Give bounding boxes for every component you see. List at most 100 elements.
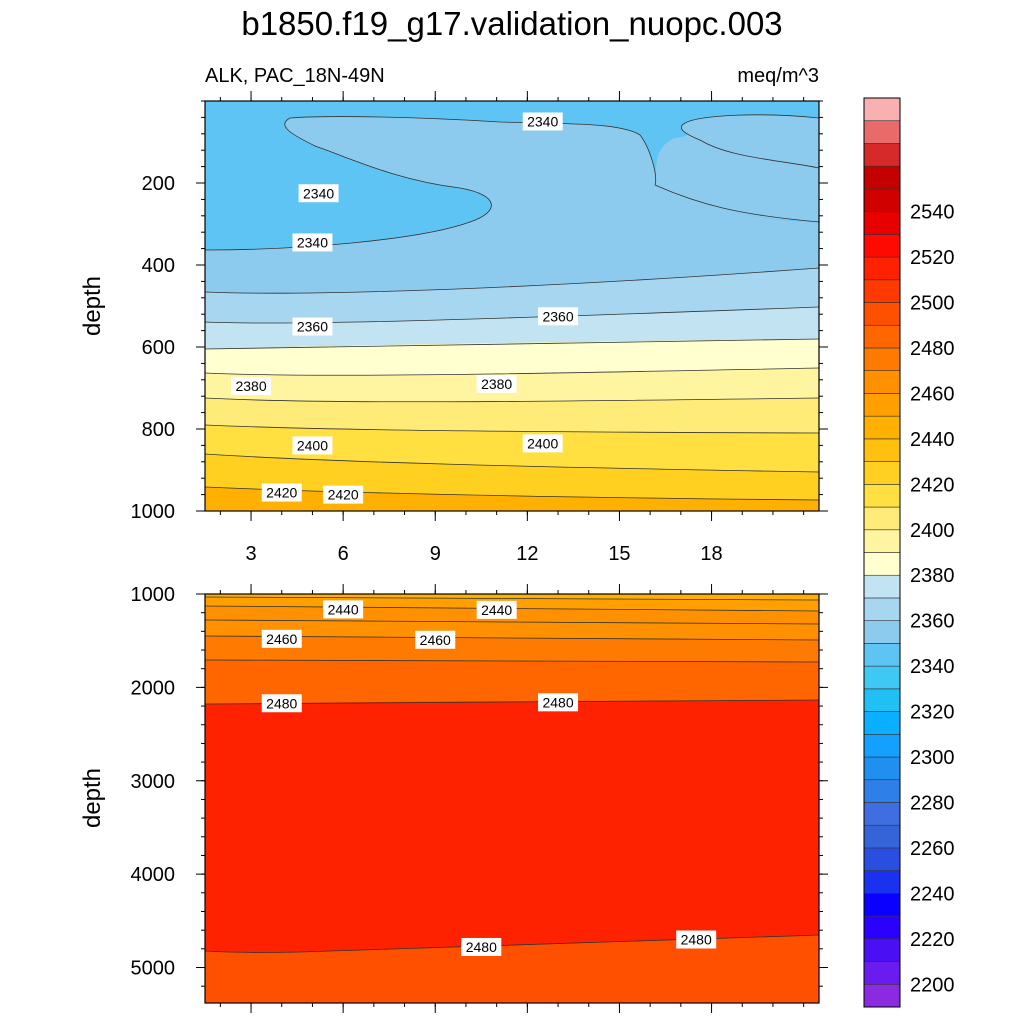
contour-label-box (476, 600, 517, 619)
colorbar-frame (863, 97, 901, 1008)
y-tick-label: 4000 (131, 864, 176, 886)
colorbar-swatch (863, 279, 901, 303)
contour-label: 2480 (676, 930, 717, 949)
contour-label: 2440 (476, 600, 517, 619)
colorbar-swatch (863, 847, 901, 871)
contour-label: 2340 (292, 233, 333, 252)
y-tick-label: 5000 (131, 958, 176, 980)
contour-label-text: 2460 (420, 632, 451, 648)
contour-label: 2360 (292, 317, 333, 336)
colorbar-swatch (863, 415, 901, 440)
lower-ticks: 1000 2000 3000 4000 5000 (131, 584, 828, 1013)
upper-plot-frame (204, 100, 820, 512)
contour-label: 2440 (323, 600, 364, 619)
colorbar-tick-label: 2540 (910, 202, 955, 224)
y-tick-label: 800 (142, 419, 175, 441)
contour-label-text: 2380 (481, 376, 512, 392)
colorbar-tick-label: 2460 (910, 383, 955, 405)
contour-label-box (261, 483, 302, 502)
contour-label-text: 2480 (542, 694, 573, 710)
contour-label-text: 2400 (297, 437, 328, 453)
x-tick-label: 9 (430, 543, 441, 565)
contour-label: 2360 (538, 307, 579, 326)
contour-label: 2480 (261, 694, 302, 713)
colorbar-swatch (863, 915, 901, 940)
colorbar-swatch (863, 711, 901, 735)
x-tick-label: 15 (608, 543, 630, 565)
contour-label-box (415, 630, 456, 649)
colorbar-tick-label: 2340 (910, 656, 955, 678)
contour-label-box (461, 937, 502, 956)
y-tick-label: 1000 (131, 501, 176, 523)
contour-label-text: 2340 (527, 114, 558, 130)
colorbar-swatch (863, 665, 901, 690)
contour-label-box (676, 930, 717, 949)
colorbar-swatch (863, 756, 901, 781)
upper-ticks: 200 400 600 800 1000 (131, 91, 828, 523)
colorbar-tick-label: 2280 (910, 792, 955, 814)
colorbar-swatch (863, 188, 901, 212)
colorbar: 2200 2220 2240 2260 2280 2300 2320 2340 2360 2380… (863, 97, 955, 1008)
chart-title: b1850.f19_g17.validation_nuopc.003 (241, 5, 782, 42)
colorbar-swatch (863, 506, 901, 531)
contour-label: 2480 (538, 693, 579, 712)
colorbar-swatch (863, 256, 901, 281)
contour-label-text: 2360 (542, 308, 573, 324)
contour-label: 2380 (476, 374, 517, 393)
colorbar-swatch (863, 779, 901, 803)
contour-label-box (522, 112, 563, 131)
contour-label-text: 2380 (235, 378, 266, 394)
colorbar-tick-label: 2300 (910, 747, 955, 769)
colorbar-swatch (863, 438, 901, 462)
colorbar-swatch (863, 688, 901, 712)
x-tick-label: 18 (700, 543, 722, 565)
colorbar-tick-label: 2480 (910, 338, 955, 360)
contour-label-box (476, 374, 517, 393)
colorbar-swatch (863, 393, 901, 417)
colorbar-swatch (863, 347, 901, 372)
colorbar-swatch (863, 234, 901, 258)
contour-label-box (323, 485, 364, 504)
colorbar-tick-label: 2220 (910, 929, 955, 951)
upper-ylabel: depth (79, 276, 106, 336)
colorbar-swatch (863, 120, 901, 144)
contour-label-text: 2360 (297, 319, 328, 335)
y-tick-label: 200 (142, 173, 175, 195)
contour-label: 2420 (323, 485, 364, 504)
contour-label-text: 2420 (266, 485, 297, 501)
contour-label-box (323, 600, 364, 619)
contour-label-box (292, 317, 333, 336)
colorbar-tick-label: 2260 (910, 838, 955, 860)
contour-label: 2340 (522, 112, 563, 131)
colorbar-tick-label: 2200 (910, 974, 955, 996)
colorbar-swatch (863, 733, 901, 758)
contour-label: 2480 (461, 937, 502, 956)
contour-label: 2380 (231, 376, 272, 395)
lower-plot-frame (204, 593, 820, 1004)
colorbar-swatch (863, 302, 901, 326)
y-tick-label: 3000 (131, 771, 176, 793)
colorbar-swatch (863, 983, 901, 1008)
lower-ylabel: depth (79, 768, 106, 828)
contour-label-text: 2400 (527, 435, 558, 451)
contour-label: 2460 (415, 630, 456, 649)
contour-label-box (298, 184, 339, 203)
colorbar-swatch (863, 643, 901, 667)
colorbar-tick-label: 2360 (910, 611, 955, 633)
contour-label-text: 2440 (481, 602, 512, 618)
colorbar-swatch (863, 484, 901, 508)
contour-label-box (261, 629, 302, 648)
colorbar-swatch (863, 824, 901, 849)
x-tick-label: 3 (245, 543, 256, 565)
colorbar-tick-label: 2400 (910, 520, 955, 542)
colorbar-swatch (863, 802, 901, 826)
colorbar-swatch (863, 529, 901, 553)
contour-label-text: 2340 (297, 234, 328, 250)
colorbar-swatch (863, 97, 901, 122)
colorbar-swatch (863, 870, 901, 894)
colorbar-swatch (863, 574, 901, 599)
contour-label: 2400 (292, 436, 333, 455)
contour-label-box (538, 693, 579, 712)
lower-panel: 2440 2440 2460 2460 2480 2480 2480 2480 1000 200… (79, 584, 828, 1013)
colorbar-swatch (863, 893, 901, 917)
